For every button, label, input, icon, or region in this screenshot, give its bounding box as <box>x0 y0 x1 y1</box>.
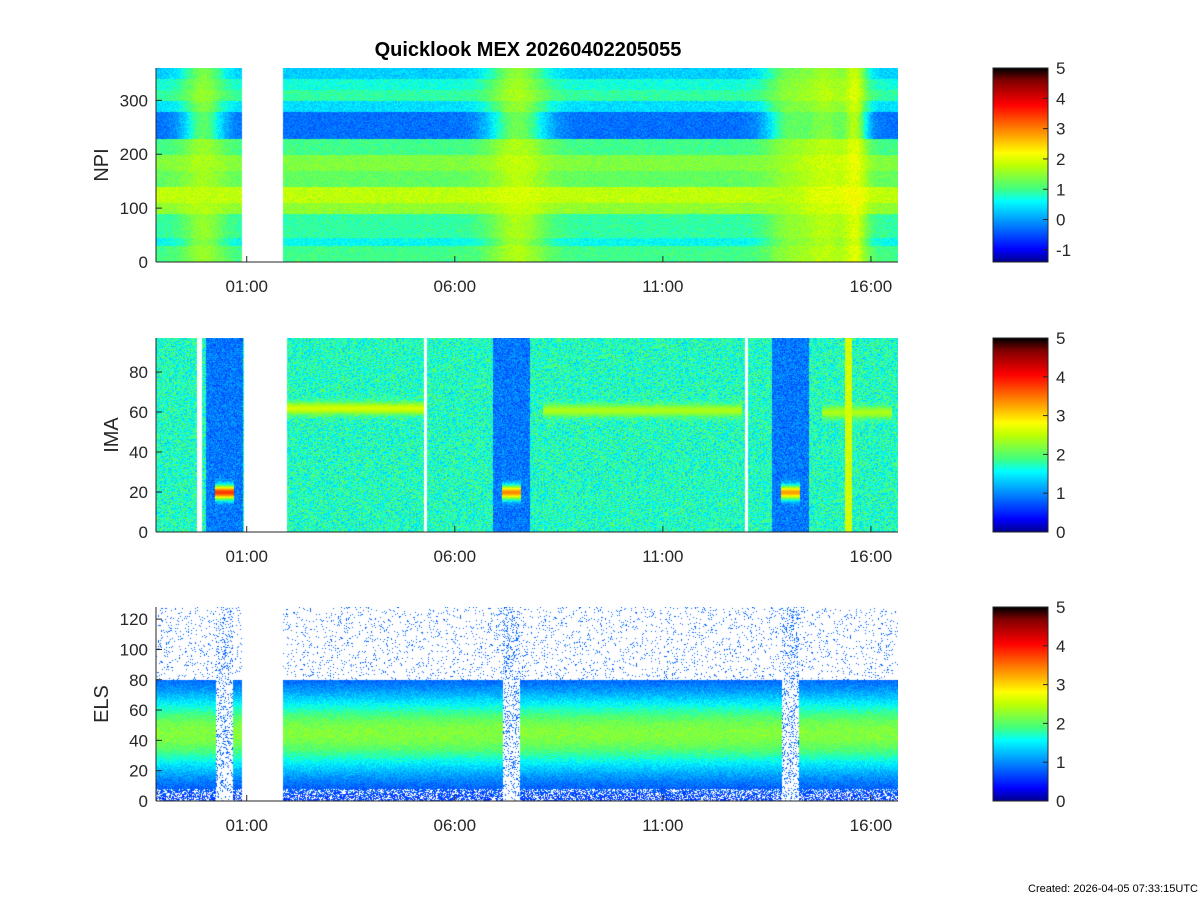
x-tick-label: 16:00 <box>850 277 893 296</box>
y-tick-label: 80 <box>129 363 148 382</box>
els-axes: 0 20 40 60 80 100 120 01:00 06:00 11:00 16:00 <box>120 607 898 835</box>
colorbar-tick-label: 1 <box>1056 484 1065 503</box>
x-tick-label: 16:00 <box>850 816 893 835</box>
npi-spectrogram <box>156 68 898 262</box>
y-tick-label: 120 <box>120 610 148 629</box>
y-tick-label: 60 <box>129 403 148 422</box>
colorbar-tick-label: 5 <box>1056 598 1065 617</box>
colorbar-frame <box>992 606 1049 802</box>
y-tick-label: 40 <box>129 731 148 750</box>
x-tick-label: 06:00 <box>434 547 477 566</box>
y-tick-label: 0 <box>139 792 148 811</box>
colorbar-tick-label: 0 <box>1056 523 1065 542</box>
colorbar-tick-label: 1 <box>1056 180 1065 199</box>
y-tick-label: 60 <box>129 701 148 720</box>
ima-panel: IMA 0 20 40 60 80 01:00 06:00 11:00 16:00 0 1 2 3 4 5 <box>101 329 1065 566</box>
y-tick-label: 0 <box>139 523 148 542</box>
y-tick-label: 20 <box>129 483 148 502</box>
els-colorbar-gradient <box>993 607 1048 801</box>
x-tick-label: 01:00 <box>225 547 268 566</box>
created-timestamp: Created: 2026-04-05 07:33:15UTC <box>1028 883 1198 895</box>
x-tick-label: 06:00 <box>434 277 477 296</box>
colorbar-frame <box>992 337 1049 533</box>
colorbar-frame <box>992 67 1049 263</box>
npi-ylabel: NPI <box>91 148 113 181</box>
ima-colorbar-ticks: 0 1 2 3 4 5 <box>992 329 1065 542</box>
colorbar-tick-label: 5 <box>1056 59 1065 78</box>
ima-spectrogram <box>156 338 898 532</box>
npi-colorbar-ticks: -1 0 1 2 3 4 5 <box>992 59 1071 263</box>
colorbar-tick-label: 5 <box>1056 329 1065 348</box>
colorbar-tick-label: 3 <box>1056 407 1065 426</box>
y-tick-label: 20 <box>129 762 148 781</box>
y-tick-label: 100 <box>120 640 148 659</box>
y-tick-label: 300 <box>120 91 148 110</box>
colorbar-tick-label: 1 <box>1056 753 1065 772</box>
els-ylabel: ELS <box>91 685 113 723</box>
colorbar-tick-label: 0 <box>1056 211 1065 230</box>
y-tick-label: 0 <box>139 253 148 272</box>
x-tick-label: 06:00 <box>434 816 477 835</box>
y-tick-label: 100 <box>120 199 148 218</box>
y-tick-label: 200 <box>120 145 148 164</box>
ima-ylabel: IMA <box>101 417 123 453</box>
colorbar-tick-label: 2 <box>1056 714 1065 733</box>
colorbar-tick-label: 4 <box>1056 89 1065 108</box>
colorbar-tick-label: 0 <box>1056 792 1065 811</box>
colorbar-tick-label: -1 <box>1056 241 1071 260</box>
y-tick-label: 40 <box>129 443 148 462</box>
x-tick-label: 11:00 <box>642 547 683 566</box>
colorbar-tick-label: 4 <box>1056 368 1065 387</box>
x-tick-label: 11:00 <box>642 816 683 835</box>
npi-axes: 0 100 200 300 01:00 06:00 11:00 16:00 <box>120 68 898 296</box>
x-tick-label: 01:00 <box>225 277 268 296</box>
colorbar-tick-label: 3 <box>1056 676 1065 695</box>
colorbar-tick-label: 2 <box>1056 445 1065 464</box>
colorbar-tick-label: 3 <box>1056 120 1065 139</box>
x-tick-label: 11:00 <box>642 277 683 296</box>
npi-colorbar-gradient <box>993 68 1048 262</box>
ima-axes: 0 20 40 60 80 01:00 06:00 11:00 16:00 <box>129 338 898 566</box>
colorbar-tick-label: 2 <box>1056 150 1065 169</box>
npi-panel: NPI 0 100 200 300 01:00 06:00 11:00 16:00 -1 0 1 2… <box>91 59 1071 296</box>
y-tick-label: 80 <box>129 671 148 690</box>
els-colorbar-ticks: 0 1 2 3 4 5 <box>992 598 1065 811</box>
x-tick-label: 16:00 <box>850 547 893 566</box>
x-tick-label: 01:00 <box>225 816 268 835</box>
colorbar-tick-label: 4 <box>1056 637 1065 656</box>
els-spectrogram <box>156 607 898 801</box>
ima-colorbar-gradient <box>993 338 1048 532</box>
figure-title: Quicklook MEX 20260402205055 <box>375 39 682 61</box>
